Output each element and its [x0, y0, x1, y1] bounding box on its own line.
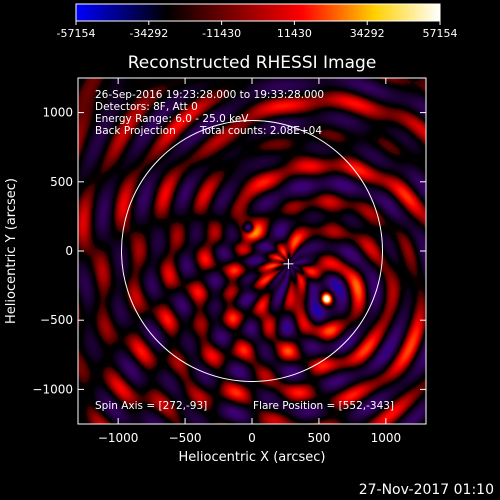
y-tick-label: 1000: [42, 106, 73, 120]
energy-range-text: Energy Range: 6.0 - 25.0 keV: [95, 113, 249, 125]
colorbar: -57154 -34292 -11430 11430 34292 57154: [57, 3, 458, 40]
detectors-text: Detectors: 8F, Att 0: [95, 101, 198, 113]
x-tick-label: −1000: [98, 431, 139, 445]
colorbar-tick-label: 34292: [350, 27, 385, 40]
footer-date: 27-Nov-2017 01:10: [358, 482, 494, 498]
x-tick-label: 1000: [371, 431, 402, 445]
spin-axis-text: Spin Axis = [272,-93]: [95, 400, 207, 412]
x-tick-label: 500: [307, 431, 330, 445]
x-axis-ticks: −1000 −500 0 500 1000: [98, 78, 401, 445]
time-range-text: 26-Sep-2016 19:23:28.000 to 19:33:28.000: [95, 89, 324, 101]
method-text: Back Projection: [95, 125, 176, 137]
colorbar-tick-label: 11430: [277, 27, 312, 40]
x-axis-label: Heliocentric X (arcsec): [179, 450, 326, 465]
y-tick-label: 0: [65, 244, 73, 258]
colorbar-gradient: [75, 3, 441, 22]
heatmap-image: [78, 78, 426, 424]
spin-axis-marker: [283, 258, 294, 269]
chart-title: Reconstructed RHESSI Image: [128, 53, 377, 73]
colorbar-tick-label: -11430: [202, 27, 241, 40]
info-text: 26-Sep-2016 19:23:28.000 to 19:33:28.000…: [95, 89, 394, 412]
plot-area: −1000 −500 0 500 1000 −1000 −500 0 500 1000: [32, 77, 427, 445]
colorbar-tick-label: -34292: [129, 27, 168, 40]
y-tick-label: −500: [40, 313, 73, 327]
solar-limb-circle: [121, 120, 383, 382]
total-counts-text: Total counts: 2.08E+04: [199, 125, 322, 137]
y-axis-ticks: −1000 −500 0 500 1000: [32, 106, 426, 396]
colorbar-tick-label: 57154: [423, 27, 458, 40]
flare-position-text: Flare Position = [552,-343]: [253, 400, 394, 412]
y-tick-label: −1000: [32, 382, 73, 396]
x-tick-label: −500: [169, 431, 202, 445]
colorbar-tick-label: -57154: [57, 27, 96, 40]
colorbar-ticks: -57154 -34292 -11430 11430 34292 57154: [57, 21, 458, 40]
y-tick-label: 500: [50, 175, 73, 189]
x-tick-label: 0: [248, 431, 256, 445]
y-axis-label: Heliocentric Y (arcsec): [4, 178, 19, 324]
